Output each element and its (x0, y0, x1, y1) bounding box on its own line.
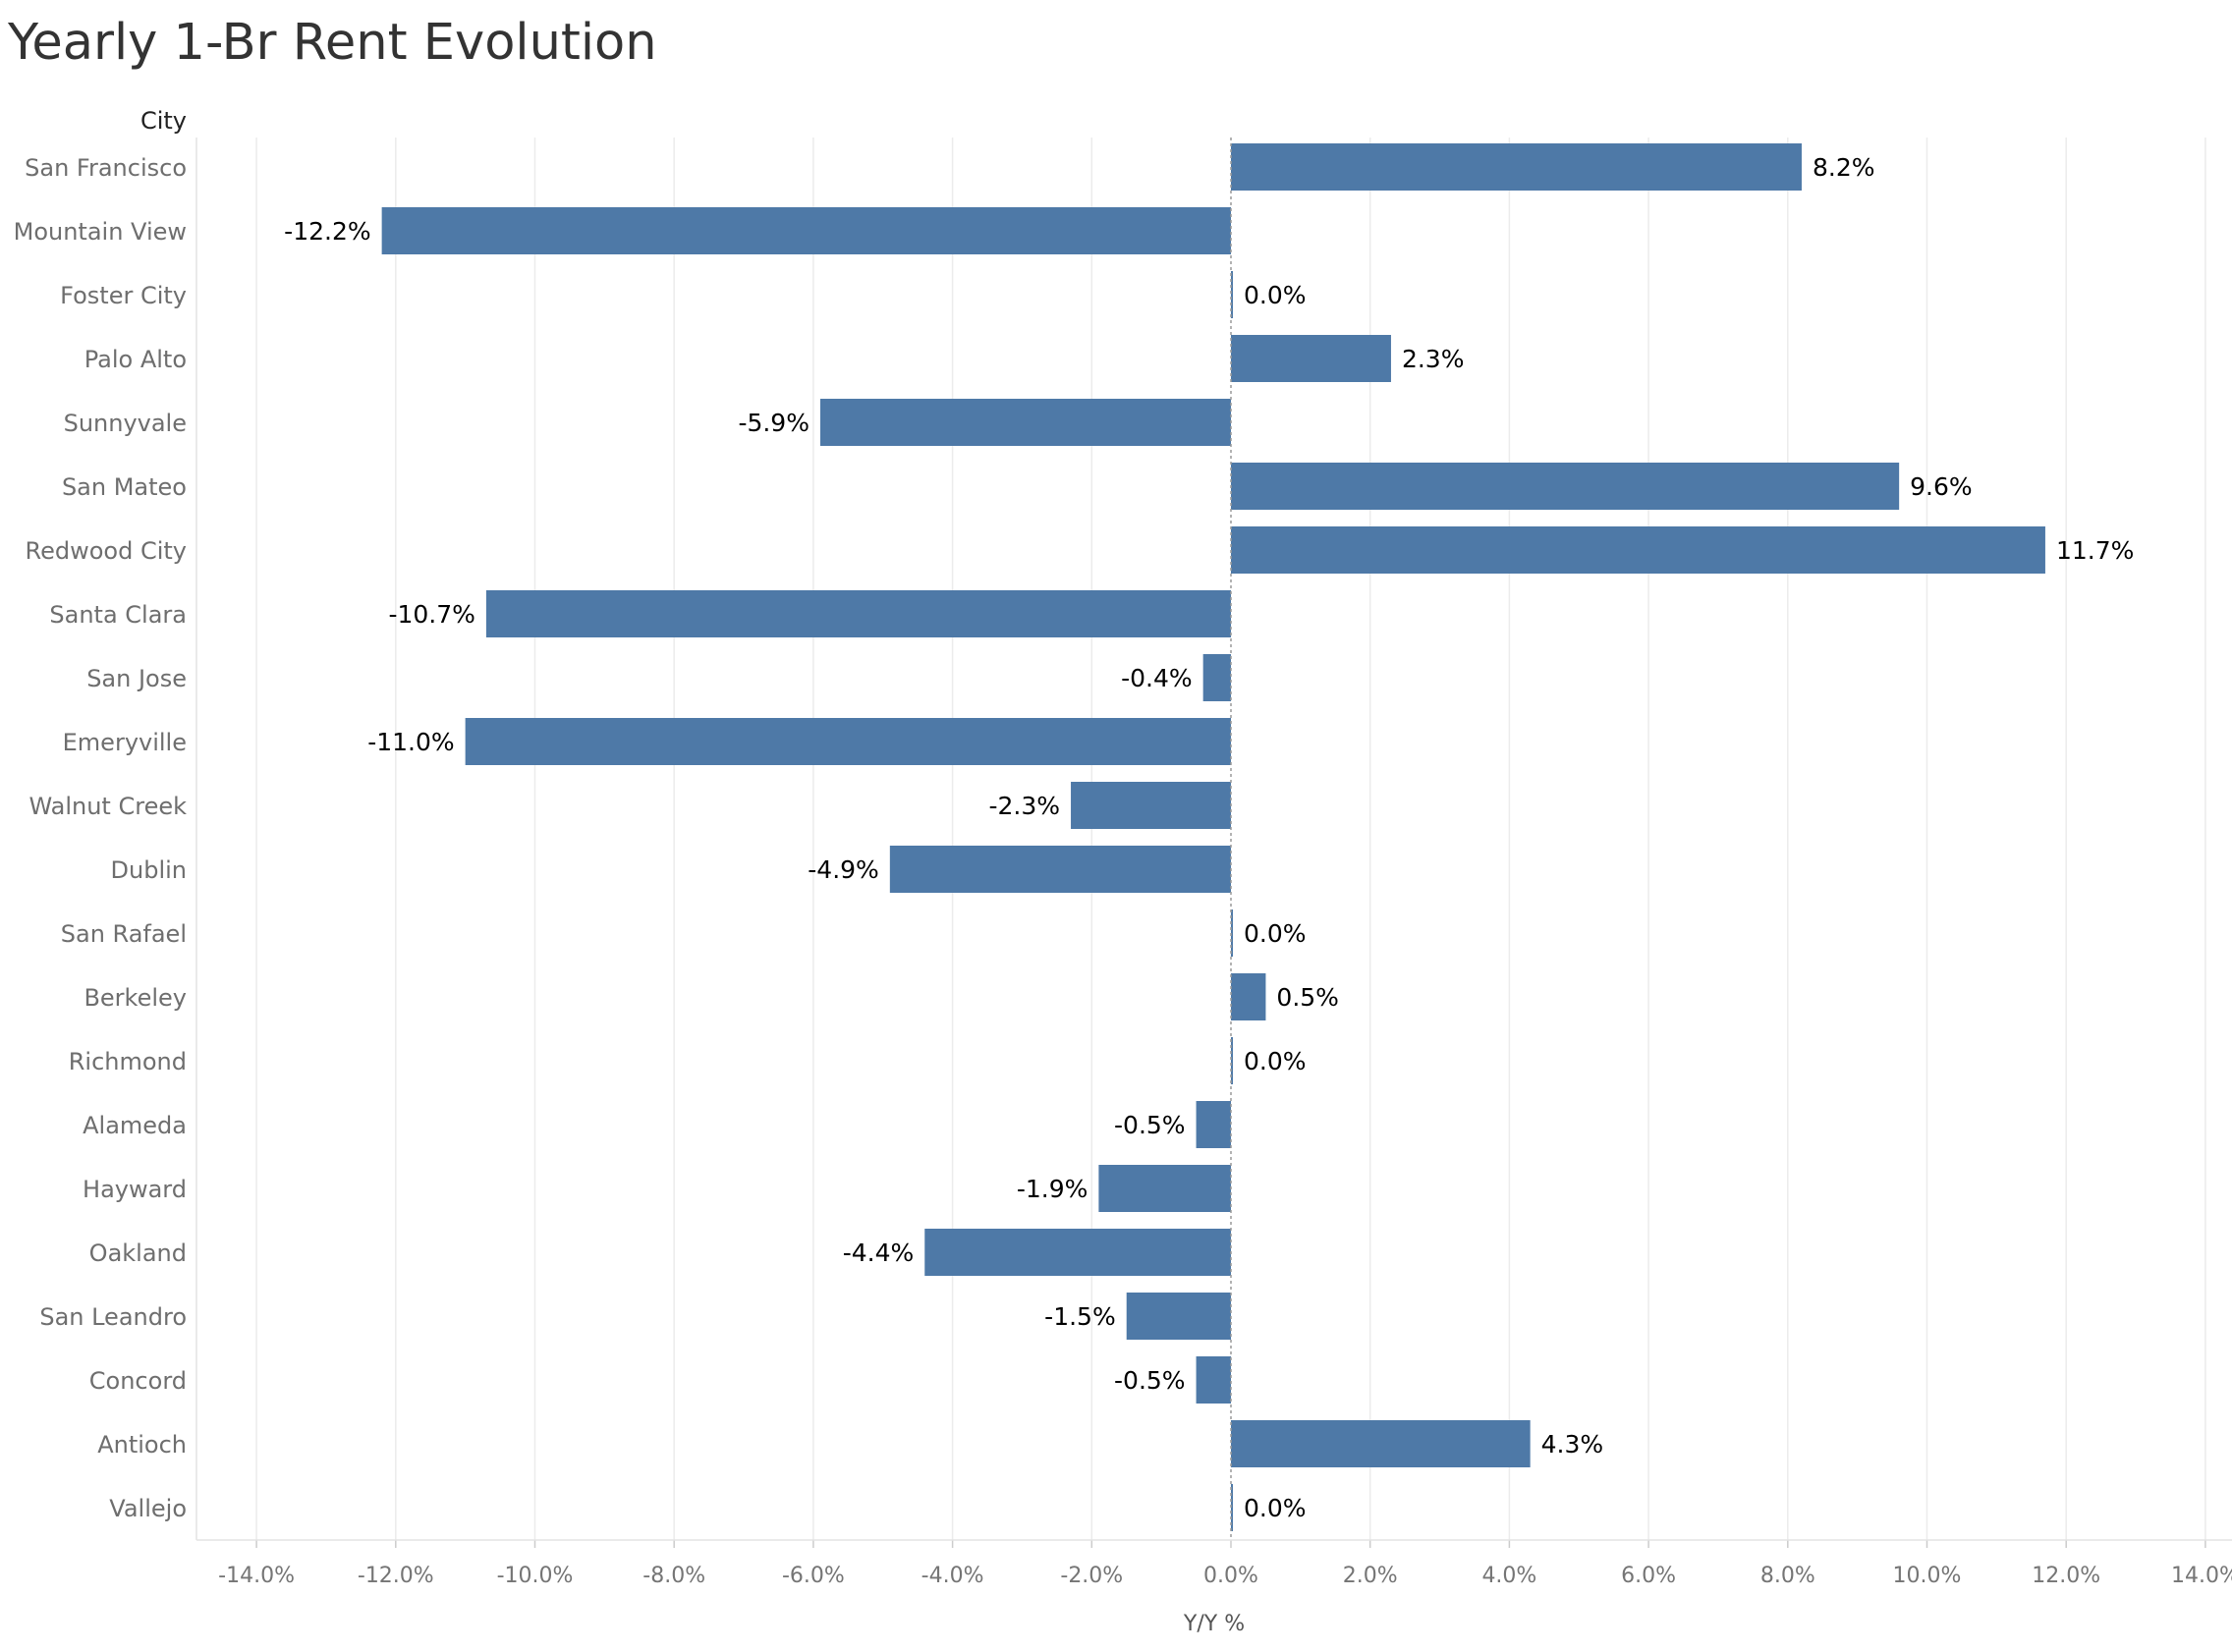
bar-value-label: 8.2% (1813, 153, 1875, 182)
x-tick-label: 0.0% (1203, 1564, 1258, 1588)
bar (1071, 782, 1231, 829)
city-label: Alameda (83, 1112, 187, 1139)
bar-value-label: 2.3% (1402, 345, 1465, 373)
bar-value-label: 0.5% (1276, 983, 1339, 1012)
bar (1231, 973, 1266, 1020)
x-tick-label: -10.0% (497, 1564, 574, 1588)
city-labels: San Francisco Mountain View Foster City Pal… (14, 154, 187, 1522)
bar-value-label: 0.0% (1244, 1494, 1307, 1522)
city-label: Walnut Creek (28, 793, 187, 820)
city-label: Richmond (69, 1048, 187, 1075)
bar (889, 846, 1231, 893)
city-label: Oakland (89, 1239, 187, 1267)
x-tick-label: 2.0% (1343, 1564, 1398, 1588)
city-label: Antioch (97, 1431, 187, 1459)
x-axis-title: Y/Y % (1183, 1612, 1245, 1636)
bar-value-label: 11.7% (2056, 536, 2134, 565)
city-label: San Leandro (39, 1303, 187, 1331)
bar (1231, 271, 1233, 318)
bar-value-label: -2.3% (988, 792, 1060, 820)
bar-value-label: -4.4% (843, 1239, 915, 1267)
x-tick-label: 4.0% (1481, 1564, 1536, 1588)
bar-value-label: -11.0% (367, 728, 454, 756)
city-label: Concord (89, 1367, 187, 1395)
city-label: Sunnyvale (64, 410, 187, 437)
bar-value-label: 0.0% (1244, 281, 1307, 309)
bar (1231, 1037, 1233, 1084)
city-label: Emeryville (63, 729, 187, 756)
x-tick-label: -12.0% (358, 1564, 434, 1588)
city-label: San Francisco (25, 154, 187, 182)
bar-value-label: -4.9% (808, 855, 879, 884)
city-label: Mountain View (14, 218, 187, 246)
city-label: Santa Clara (49, 601, 187, 629)
city-label: San Rafael (61, 920, 187, 948)
bar (1196, 1101, 1231, 1148)
city-label: Redwood City (26, 537, 188, 565)
bar (1231, 1420, 1531, 1467)
bar (1098, 1165, 1231, 1212)
city-label: Palo Alto (84, 346, 187, 373)
x-tick-label: -8.0% (642, 1564, 705, 1588)
bar (924, 1229, 1231, 1276)
bar (1231, 463, 1900, 510)
city-label: Foster City (60, 282, 187, 309)
city-label: San Mateo (62, 473, 187, 501)
x-axis: -14.0% -12.0% -10.0% -8.0% -6.0% -4.0% -2.0% 0.… (195, 138, 2232, 1588)
value-labels: 8.2% -12.2% 0.0% 2.3% -5.9% 9.6% 11.7% -10.7% -0… (284, 153, 2134, 1522)
x-tick-label: 10.0% (1893, 1564, 1962, 1588)
bar-value-label: -12.2% (284, 217, 370, 246)
city-label: Berkeley (84, 984, 187, 1012)
bar (1231, 1484, 1233, 1531)
bars (381, 143, 2045, 1531)
x-tick-label: 12.0% (2032, 1564, 2100, 1588)
bar-value-label: -0.5% (1114, 1366, 1186, 1395)
bar-value-label: -10.7% (388, 600, 474, 629)
x-tick-label: 8.0% (1760, 1564, 1815, 1588)
bar-value-label: 9.6% (1910, 472, 1973, 501)
bar (1231, 143, 1802, 191)
x-tick-label: -2.0% (1060, 1564, 1123, 1588)
chart-title: Yearly 1-Br Rent Evolution (8, 14, 657, 72)
bar (381, 207, 1231, 254)
x-tick-label: 14.0% (2171, 1564, 2232, 1588)
bar-value-label: 4.3% (1541, 1430, 1604, 1459)
x-tick-label: -14.0% (218, 1564, 295, 1588)
bar-value-label: 0.0% (1244, 1047, 1307, 1075)
bar (1202, 654, 1231, 701)
bar-value-label: -0.4% (1121, 664, 1193, 692)
bar (1231, 909, 1233, 957)
bar-value-label: -1.5% (1044, 1302, 1116, 1331)
bar (1196, 1356, 1231, 1404)
x-tick-label: -6.0% (782, 1564, 845, 1588)
bar-value-label: 0.0% (1244, 919, 1307, 948)
x-tick-label: -4.0% (921, 1564, 984, 1588)
bar (819, 399, 1231, 446)
city-label: San Jose (86, 665, 187, 692)
city-label: Vallejo (109, 1495, 187, 1522)
x-tick-label: 6.0% (1621, 1564, 1676, 1588)
bar (1231, 526, 2045, 574)
bar (1231, 335, 1391, 382)
city-label: Hayward (83, 1176, 187, 1203)
bar-value-label: -1.9% (1017, 1175, 1088, 1203)
bar (485, 590, 1231, 637)
city-label: Dublin (111, 856, 187, 884)
bar-value-label: -5.9% (738, 409, 809, 437)
bar (465, 718, 1231, 765)
row-header-city: City (140, 107, 187, 135)
bar (1126, 1293, 1231, 1340)
bar-value-label: -0.5% (1114, 1111, 1186, 1139)
